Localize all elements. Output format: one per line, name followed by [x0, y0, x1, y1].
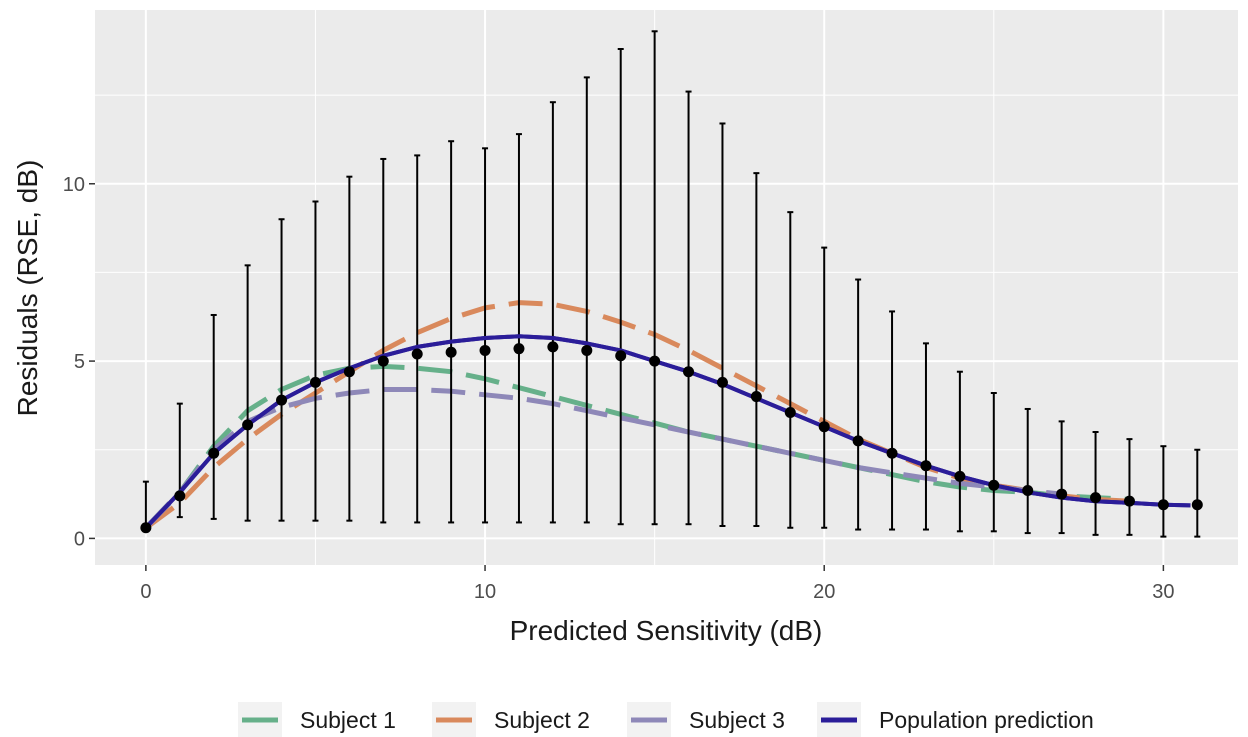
data-point: [683, 366, 695, 378]
data-point: [1090, 492, 1102, 504]
data-point: [784, 407, 796, 419]
x-axis-title: Predicted Sensitivity (dB): [510, 615, 823, 646]
series-line-3: [144, 387, 1062, 530]
data-point: [242, 419, 254, 431]
x-tick-label: 30: [1152, 581, 1174, 603]
error-bars: [140, 30, 1203, 538]
data-point: [377, 355, 389, 367]
legend-label-1: Subject 1: [300, 707, 396, 733]
legend-label-4: Population prediction: [879, 707, 1094, 733]
data-point: [649, 355, 661, 367]
data-point: [140, 522, 152, 534]
plot-background: [95, 10, 1238, 565]
data-point: [1191, 499, 1203, 511]
x-axis: 0 10 20 30: [140, 565, 1175, 603]
data-point: [581, 344, 593, 356]
x-tick-label: 20: [813, 581, 835, 603]
data-point: [1157, 499, 1169, 511]
y-tick-label: 0: [74, 528, 85, 550]
data-point: [445, 346, 457, 358]
y-axis: 0 5 10: [63, 174, 95, 550]
y-tick-label: 10: [63, 174, 85, 196]
data-point: [615, 350, 627, 362]
data-point: [343, 366, 355, 378]
data-point: [411, 348, 423, 360]
data-point: [174, 490, 186, 502]
data-point: [1056, 488, 1068, 500]
data-point: [208, 447, 220, 459]
data-point: [954, 470, 966, 482]
x-tick-label: 10: [474, 581, 496, 603]
x-tick-label: 0: [140, 581, 151, 603]
data-point: [1123, 495, 1135, 507]
series-line-1: [144, 363, 1130, 530]
data-point: [276, 394, 288, 406]
legend-label-2: Subject 2: [494, 707, 590, 733]
legend-label-3: Subject 3: [689, 707, 785, 733]
data-point: [547, 341, 559, 353]
data-point: [750, 391, 762, 403]
data-point: [886, 447, 898, 459]
data-point: [988, 479, 1000, 491]
data-point: [716, 376, 728, 388]
data-point: [920, 460, 932, 472]
y-tick-label: 5: [74, 351, 85, 373]
population-line-overlay: [144, 334, 1191, 530]
data-point: [309, 376, 321, 388]
data-point: [818, 421, 830, 433]
data-point: [1022, 485, 1034, 497]
data-point: [479, 344, 491, 356]
legend: Subject 1 Subject 2 Subject 3 Population pr…: [238, 702, 1094, 737]
y-axis-title: Residuals (RSE, dB): [12, 160, 43, 417]
data-point: [513, 343, 525, 355]
data-point: [852, 435, 864, 447]
